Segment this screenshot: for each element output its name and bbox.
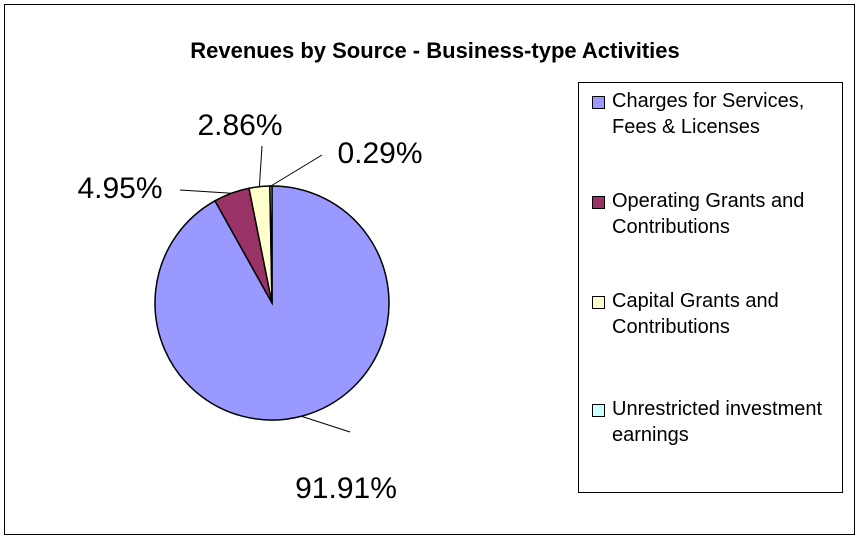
- data-label: 2.86%: [197, 109, 282, 142]
- pie-slice: [269, 185, 273, 304]
- data-label: 91.91%: [295, 472, 397, 505]
- legend-swatch: [592, 96, 605, 109]
- leader-line: [258, 145, 263, 187]
- legend-label: Capital Grants and Contributions: [612, 290, 779, 338]
- leader-line: [270, 154, 323, 187]
- chart-title: Revenues by Source - Business-type Activ…: [190, 38, 679, 63]
- data-label: 4.95%: [77, 172, 162, 205]
- legend-label: Operating Grants and Contributions: [612, 190, 805, 238]
- legend-swatch: [592, 404, 605, 417]
- legend-label: Unrestricted investment earnings: [612, 398, 823, 446]
- legend-box: [578, 82, 843, 493]
- legend-swatch: [592, 296, 605, 309]
- data-label: 0.29%: [337, 137, 422, 170]
- leader-line: [179, 189, 232, 194]
- leader-line: [301, 415, 351, 433]
- legend-label: Charges for Services, Fees & Licenses: [612, 90, 805, 138]
- legend-swatch: [592, 196, 605, 209]
